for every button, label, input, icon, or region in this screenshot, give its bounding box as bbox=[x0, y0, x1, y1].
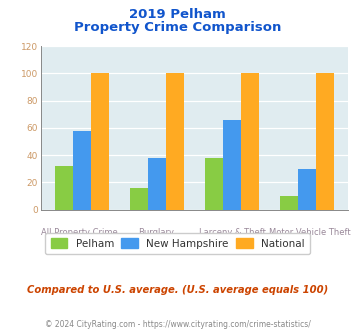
Text: Burglary: Burglary bbox=[138, 228, 174, 237]
Text: © 2024 CityRating.com - https://www.cityrating.com/crime-statistics/: © 2024 CityRating.com - https://www.city… bbox=[45, 320, 310, 329]
Bar bbox=[205, 158, 223, 210]
Bar bbox=[91, 74, 109, 210]
Text: Motor Vehicle Theft: Motor Vehicle Theft bbox=[269, 228, 350, 237]
Text: 2019 Pelham: 2019 Pelham bbox=[129, 8, 226, 21]
Legend: Pelham, New Hampshire, National: Pelham, New Hampshire, National bbox=[45, 233, 310, 254]
Text: Compared to U.S. average. (U.S. average equals 100): Compared to U.S. average. (U.S. average … bbox=[27, 285, 328, 295]
Bar bbox=[316, 74, 334, 210]
Bar bbox=[298, 169, 316, 210]
Text: All Property Crime: All Property Crime bbox=[41, 228, 118, 237]
Bar bbox=[223, 120, 241, 210]
Text: Arson: Arson bbox=[144, 244, 168, 253]
Text: Property Crime Comparison: Property Crime Comparison bbox=[74, 21, 281, 34]
Bar bbox=[148, 158, 166, 210]
Text: Larceny & Theft: Larceny & Theft bbox=[199, 228, 266, 237]
Bar bbox=[73, 131, 91, 210]
Bar bbox=[130, 188, 148, 210]
Bar bbox=[55, 166, 73, 210]
Bar bbox=[241, 74, 259, 210]
Bar bbox=[280, 196, 298, 210]
Bar bbox=[166, 74, 184, 210]
